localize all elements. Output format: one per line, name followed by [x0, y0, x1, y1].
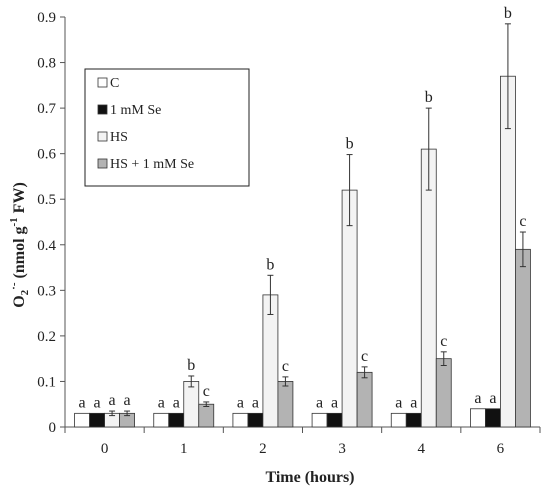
- significance-label: b: [187, 357, 195, 374]
- significance-label: a: [237, 394, 244, 411]
- bar: [420, 148, 437, 428]
- significance-label: b: [266, 256, 274, 273]
- y-tick-label: 0.7: [37, 101, 56, 117]
- significance-label: b: [425, 89, 433, 106]
- y-axis-title: O2·- (nmol g-1 FW): [8, 182, 31, 308]
- legend-swatch: [97, 104, 108, 115]
- x-tick-label: 3: [338, 441, 346, 457]
- significance-label: a: [474, 390, 481, 407]
- legend: C 1 mM Se HS HS + 1 mM Se: [84, 68, 250, 187]
- significance-label: a: [252, 394, 259, 411]
- x-tick-label: 1: [180, 441, 188, 457]
- significance-label: a: [395, 394, 402, 411]
- y-axis-title-mid: (nmol g: [11, 226, 28, 282]
- significance-label: a: [316, 394, 323, 411]
- bar: [326, 412, 343, 428]
- significance-label: a: [489, 390, 496, 407]
- legend-label: HS: [110, 130, 128, 145]
- bar: [74, 412, 90, 428]
- bar: [405, 412, 422, 428]
- significance-label: a: [410, 394, 417, 411]
- axes: 0 0.1 0.2 0.3 0.4 0.5 0.6 0.7 0.8 0.9 0 1 2 3 4 6: [37, 10, 541, 457]
- significance-label: a: [109, 392, 116, 409]
- y-tick-label: 0.6: [37, 147, 56, 163]
- x-tick-label: 0: [101, 441, 109, 457]
- legend-label: HS + 1 mM Se: [110, 157, 194, 172]
- y-tick-label: 0.5: [37, 192, 56, 208]
- y-tick-label: 0.3: [37, 283, 56, 299]
- bar: [232, 412, 249, 428]
- significance-label: a: [79, 394, 86, 411]
- significance-label: c: [519, 213, 526, 230]
- bar: [311, 412, 328, 428]
- bar: [515, 248, 531, 428]
- bar: [247, 412, 264, 428]
- x-tick-label: 4: [418, 441, 426, 457]
- y-tick-label: 0: [49, 420, 57, 436]
- significance-label: c: [361, 348, 368, 365]
- significance-label: a: [173, 394, 180, 411]
- bar: [198, 403, 215, 428]
- significance-label: c: [282, 358, 289, 375]
- bar: [277, 381, 294, 428]
- bar: [470, 408, 486, 428]
- legend-swatch: [97, 131, 108, 142]
- legend-swatch: [97, 77, 108, 88]
- bar: [390, 412, 407, 428]
- x-tick-label: 6: [497, 441, 505, 457]
- legend-label: C: [110, 76, 119, 91]
- bar: [153, 412, 170, 428]
- legend-box: [84, 68, 250, 187]
- x-axis-title: Time (hours): [265, 469, 354, 486]
- significance-label: b: [346, 136, 354, 153]
- y-tick-label: 0.9: [37, 10, 56, 26]
- bar: [485, 408, 501, 428]
- y-tick-label: 0.4: [37, 238, 56, 254]
- legend-label: 1 mM Se: [110, 103, 161, 118]
- y-axis-title-sup2: -1: [8, 217, 20, 226]
- y-axis-title-sub: 2: [19, 289, 31, 295]
- bar: [168, 412, 185, 428]
- significance-label: b: [504, 5, 512, 22]
- x-tick-label: 2: [259, 441, 267, 457]
- legend-swatch: [97, 158, 108, 169]
- significance-label: a: [331, 394, 338, 411]
- y-axis-title-main: O: [11, 295, 28, 307]
- bar: [89, 412, 105, 428]
- bar: [183, 381, 200, 428]
- significance-label: a: [124, 392, 131, 409]
- y-tick-label: 0.2: [37, 329, 56, 345]
- y-tick-label: 0.1: [37, 374, 56, 390]
- significance-label: a: [158, 394, 165, 411]
- y-axis-title-end: FW): [11, 182, 28, 217]
- significance-label: a: [94, 394, 101, 411]
- significance-label: c: [440, 333, 447, 350]
- bars: [74, 23, 531, 428]
- y-axis-title-sup1: ·-: [8, 282, 20, 290]
- bar: [435, 358, 452, 428]
- bar: [356, 371, 373, 428]
- y-tick-label: 0.8: [37, 56, 56, 72]
- significance-label: c: [203, 383, 210, 400]
